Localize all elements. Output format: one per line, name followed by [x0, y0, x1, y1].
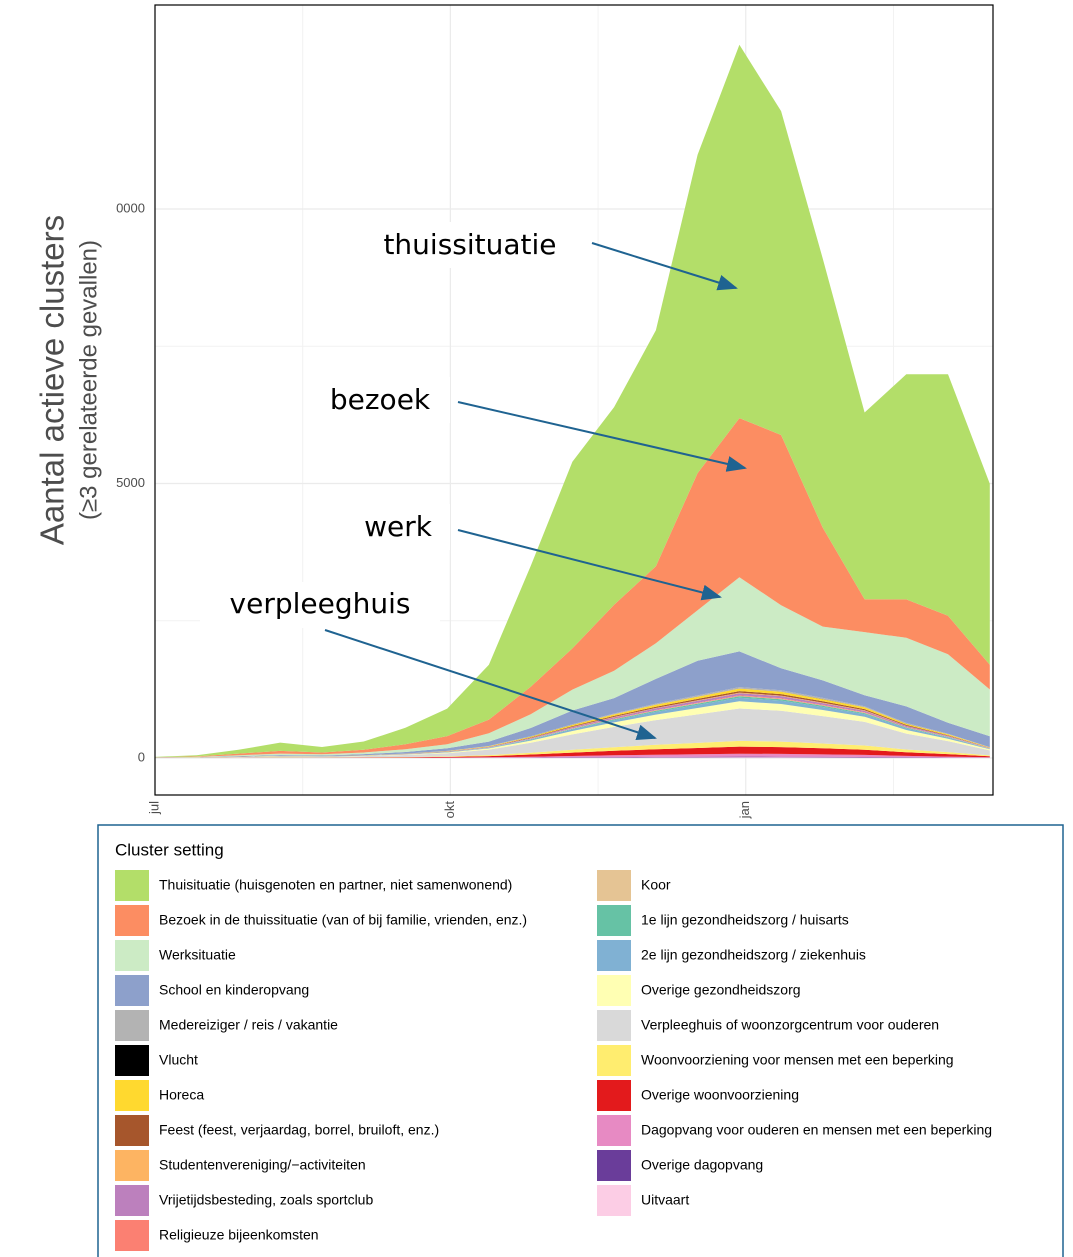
annotation: thuissituatie: [383, 228, 556, 261]
y-tick-label: 0: [138, 749, 145, 764]
legend-swatch: [597, 870, 631, 901]
area: [155, 577, 990, 758]
legend-swatch: [597, 1115, 631, 1146]
legend-swatch: [597, 1150, 631, 1181]
area: [155, 757, 990, 758]
annotation: bezoek: [330, 383, 431, 416]
x-tick-label: jan: [737, 801, 752, 819]
legend-title: Cluster setting: [115, 840, 224, 859]
y-tick-label: 0000: [116, 200, 145, 215]
legend-label: Medereiziger / reis / vakantie: [159, 1017, 338, 1033]
area: [155, 651, 990, 758]
legend-label: Studentenvereniging/−activiteiten: [159, 1157, 366, 1173]
legend-swatch: [115, 940, 149, 971]
legend-swatch: [597, 1010, 631, 1041]
legend-label: Koor: [641, 877, 671, 893]
legend-label: Feest (feest, verjaardag, borrel, bruilo…: [159, 1122, 439, 1138]
legend: Thuisituatie (huisgenoten en partner, ni…: [115, 870, 992, 1251]
y-axis-subtitle: (≥3 gerelateerde gevallen): [75, 240, 102, 520]
legend-swatch: [597, 905, 631, 936]
legend-swatch: [597, 1045, 631, 1076]
plot-area: [154, 4, 994, 796]
legend-label: Horeca: [159, 1087, 204, 1103]
legend-swatch: [115, 905, 149, 936]
legend-label: Werksituatie: [159, 947, 236, 963]
area: [155, 746, 990, 758]
legend-label: School en kinderopvang: [159, 982, 309, 998]
annotation: verpleeghuis: [230, 587, 411, 620]
area: [155, 753, 990, 758]
annotation-box: [310, 377, 450, 423]
annotation: werk: [364, 510, 433, 543]
legend-swatch: [597, 1080, 631, 1111]
area: [155, 418, 990, 758]
area: [155, 44, 990, 758]
annotation-box: [345, 504, 450, 550]
legend-label: Dagopvang voor ouderen en mensen met een…: [641, 1122, 992, 1138]
legend-swatch: [115, 1150, 149, 1181]
legend-label: Uitvaart: [641, 1192, 689, 1208]
legend-label: Overige gezondheidszorg: [641, 982, 801, 998]
legend-swatch: [115, 870, 149, 901]
legend-swatch: [115, 1010, 149, 1041]
legend-label: Verpleeghuis of woonzorgcentrum voor oud…: [641, 1017, 939, 1033]
legend-label: Religieuze bijeenkomsten: [159, 1227, 319, 1243]
legend-label: 1e lijn gezondheidszorg / huisarts: [641, 912, 849, 928]
area: [155, 740, 990, 758]
annotation-arrow: [591, 242, 738, 291]
annotation-arrow: [457, 401, 747, 472]
legend-swatch: [597, 940, 631, 971]
legend-swatch: [115, 1220, 149, 1251]
plot-border: [154, 4, 994, 796]
legend-swatch: [115, 1045, 149, 1076]
legend-label: Vrijetijdsbesteding, zoals sportclub: [159, 1192, 373, 1208]
x-tick-label: okt: [442, 801, 457, 819]
legend-swatch: [115, 975, 149, 1006]
legend-label: Thuisituatie (huisgenoten en partner, ni…: [159, 877, 512, 893]
legend-label: Bezoek in de thuissituatie (van of bij f…: [159, 912, 527, 928]
y-tick-label: 5000: [116, 475, 145, 490]
area: [155, 708, 990, 758]
annotation-arrow: [457, 529, 722, 601]
legend-label: Woonvoorziening voor mensen met een bepe…: [641, 1052, 954, 1068]
annotation-box: [200, 582, 440, 628]
annotation-arrow: [324, 629, 657, 741]
legend-label: Overige woonvoorziening: [641, 1087, 799, 1103]
annotations: thuissituatie bezoek werk verpleeghuis: [200, 222, 747, 741]
legend-swatch: [115, 1185, 149, 1216]
legend-swatch: [115, 1115, 149, 1146]
legend-swatch: [597, 975, 631, 1006]
annotation-box: [360, 222, 580, 268]
legend-swatch: [115, 1080, 149, 1111]
legend-box: [97, 824, 1064, 1257]
legend-label: Overige dagopvang: [641, 1157, 763, 1173]
x-tick-label: jul: [146, 801, 161, 815]
legend-label: 2e lijn gezondheidszorg / ziekenhuis: [641, 947, 866, 963]
y-axis-title: Aantal actieve clusters: [34, 215, 71, 545]
legend-label: Vlucht: [159, 1052, 198, 1068]
legend-swatch: [597, 1185, 631, 1216]
